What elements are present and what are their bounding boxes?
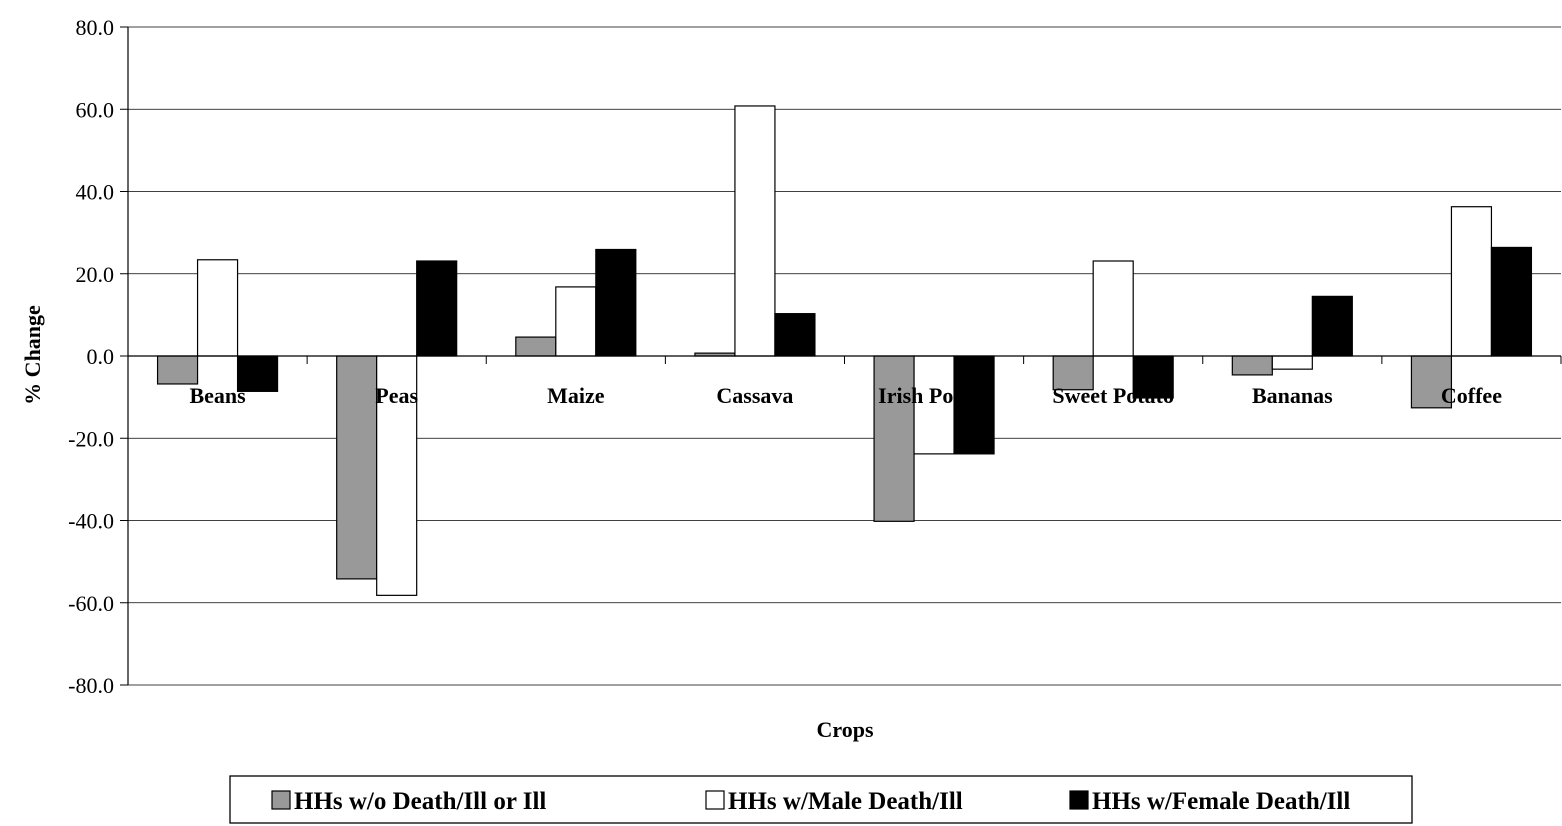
y-tick-label: -20.0 <box>68 426 114 451</box>
x-category-label: Irish Potato <box>878 383 990 408</box>
bar-bananas-series-1 <box>1231 355 1273 376</box>
legend: HHs w/o Death/Ill or Ill HHs w/Male Death… <box>229 775 1413 824</box>
bar-maize-series-2 <box>555 286 597 357</box>
x-category-label: Beans <box>189 383 246 408</box>
y-axis-title: % Change <box>20 305 45 405</box>
legend-swatch <box>271 790 291 810</box>
y-tick-label: -80.0 <box>68 673 114 698</box>
axes <box>127 27 1562 685</box>
bar-coffee-series-1 <box>1410 355 1453 409</box>
bar-beans-series-1 <box>156 355 199 385</box>
x-category-label: Bananas <box>1252 383 1333 408</box>
x-category-label: Cassava <box>716 383 793 408</box>
y-tick-label: -60.0 <box>68 591 114 616</box>
bar-peas-series-1 <box>336 355 378 580</box>
bar-coffee-series-2 <box>1450 206 1493 357</box>
bar-cassava-series-2 <box>734 105 776 357</box>
legend-label: HHs w/o Death/Ill or Ill <box>294 788 546 815</box>
y-tick-label: 60.0 <box>76 97 115 122</box>
bar-cassava-series-3 <box>774 313 816 357</box>
legend-label: HHs w/Female Death/Ill <box>1092 788 1350 815</box>
bar-sweet-potato-series-2 <box>1092 260 1134 357</box>
legend-swatch <box>705 790 725 810</box>
y-tick-label: 0.0 <box>87 344 115 369</box>
x-axis-title: Crops <box>816 717 873 742</box>
legend-swatch <box>1069 790 1089 810</box>
x-category-label: Maize <box>547 383 605 408</box>
bar-bananas-series-3 <box>1311 295 1353 357</box>
y-axis-ticks: 80.0 60.0 40.0 20.0 0.0 -20.0 -40.0 -60.0 -80.0 <box>68 15 128 698</box>
bar-sweet-potato-series-1 <box>1052 355 1094 391</box>
y-tick-label: 20.0 <box>76 262 115 287</box>
bar-coffee-series-3 <box>1490 246 1533 357</box>
bar-maize-series-3 <box>595 248 637 357</box>
x-category-label: Sweet Potato <box>1052 383 1174 408</box>
bar-irish-potato-series-1 <box>873 355 915 522</box>
bar-beans-series-2 <box>196 259 239 357</box>
legend-label: HHs w/Male Death/Ill <box>728 788 963 815</box>
x-category-label: Coffee <box>1441 383 1502 408</box>
bar-peas-series-3 <box>416 260 458 357</box>
bars <box>156 105 1533 596</box>
legend-frame <box>229 775 1413 824</box>
x-category-label: Peas <box>375 383 418 408</box>
y-tick-label: 40.0 <box>76 180 115 205</box>
y-tick-label: 80.0 <box>76 15 115 40</box>
bar-peas-series-2 <box>376 355 418 596</box>
bar-maize-series-1 <box>515 336 557 357</box>
bar-bananas-series-2 <box>1271 355 1313 370</box>
x-axis-categories: Beans Peas Maize Cassava Irish Potato Sweet P… <box>189 383 1502 408</box>
y-tick-label: -40.0 <box>68 509 114 534</box>
